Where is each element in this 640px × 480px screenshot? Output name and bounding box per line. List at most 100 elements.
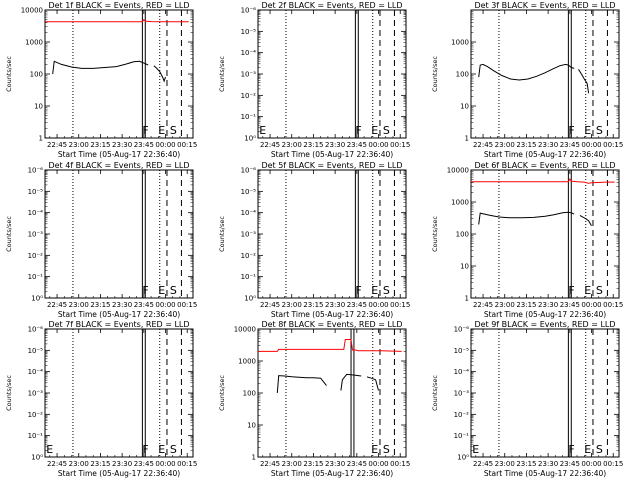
y-tick-label: 10⁰	[31, 454, 43, 462]
x-tick-label: 23:15	[90, 141, 110, 149]
x-tick-label: 23:15	[303, 301, 323, 309]
series-events-line	[478, 211, 575, 225]
x-tick-label: 23:45	[347, 141, 367, 149]
y-tick-label: 1000	[238, 358, 256, 366]
x-tick-label: 23:45	[134, 141, 154, 149]
marker-letter-f: F	[355, 124, 361, 137]
x-tick-label: 23:00	[69, 460, 89, 468]
plot-frame	[257, 169, 407, 299]
panel-title: Det 8f BLACK = Events, RED = LLD	[261, 320, 402, 329]
x-tick-label: 22:45	[260, 301, 280, 309]
marker-letter-s: S	[383, 284, 390, 297]
x-tick-label: 00:00	[368, 460, 388, 468]
panel-title: Det 6f BLACK = Events, RED = LLD	[474, 161, 615, 170]
y-tick-label: 10	[460, 103, 469, 111]
x-tick-label: 23:30	[112, 460, 132, 468]
y-tick-label: 10⁻³	[241, 231, 257, 239]
series-lld-line	[45, 18, 189, 23]
y-tick-label: 10⁻⁵	[241, 28, 257, 36]
panel-title: Det 2f BLACK = Events, RED = LLD	[261, 1, 402, 10]
x-tick-label: 00:15	[390, 141, 410, 149]
x-axis-label: Start Time (05-Aug-17 22:36:40)	[484, 150, 606, 159]
y-tick-label: 10⁻⁶	[28, 326, 44, 334]
y-tick-label: 100	[30, 71, 43, 79]
x-tick-label: 23:45	[347, 460, 367, 468]
panel-title: Det 7f BLACK = Events, RED = LLD	[48, 320, 189, 329]
panel-det-3f: Det 3f BLACK = Events, RED = LLD Counts/s…	[431, 1, 623, 159]
marker-letter-s: S	[170, 124, 177, 137]
y-axis-label: Counts/sec	[431, 56, 439, 92]
x-tick-label: 23:30	[325, 141, 345, 149]
x-tick-label: 22:45	[260, 460, 280, 468]
y-tick-label: 1000	[451, 39, 469, 47]
y-tick-label: 1000	[25, 39, 43, 47]
x-tick-label: 00:00	[155, 301, 175, 309]
x-axis-label: Start Time (05-Aug-17 22:36:40)	[271, 150, 393, 159]
y-tick-label: 10⁻⁶	[28, 167, 44, 175]
marker-letter-e: E	[371, 284, 378, 297]
x-tick-label: 00:15	[603, 301, 623, 309]
x-tick-label: 23:30	[325, 301, 345, 309]
y-tick-label: 1	[252, 454, 256, 462]
x-axis-label: Start Time (05-Aug-17 22:36:40)	[484, 310, 606, 319]
x-tick-label: 00:00	[581, 460, 601, 468]
x-tick-label: 23:45	[560, 141, 580, 149]
x-tick-label: 00:00	[368, 301, 388, 309]
marker-letter-f: F	[142, 124, 148, 137]
y-tick-label: 10	[247, 422, 256, 430]
y-tick-label: 10⁰	[457, 454, 469, 462]
marker-letter-e: E	[158, 284, 165, 297]
y-tick-label: 10⁻⁶	[241, 167, 257, 175]
marker-letter-e: E	[584, 443, 591, 456]
y-axis-label: Counts/sec	[218, 216, 226, 252]
x-tick-label: 23:00	[495, 460, 515, 468]
y-tick-label: 10⁻⁵	[28, 347, 44, 355]
panel-det-9f: Det 9f BLACK = Events, RED = LLD Counts/s…	[431, 320, 623, 478]
panel-title: Det 9f BLACK = Events, RED = LLD	[474, 320, 615, 329]
series-lld-line	[258, 339, 402, 352]
x-tick-label: 23:00	[69, 141, 89, 149]
y-tick-label: 10000	[21, 7, 43, 15]
marker-letter-s: S	[170, 443, 177, 456]
marker-letter-s: S	[383, 443, 390, 456]
marker-letter-e: E	[46, 443, 53, 456]
series-events-line	[579, 214, 592, 227]
y-tick-label: 10⁻¹	[28, 273, 44, 281]
marker-letter-e: E	[584, 124, 591, 137]
marker-letter-e: E	[472, 443, 479, 456]
y-axis-label: Counts/sec	[218, 375, 226, 411]
y-tick-label: 10⁻⁴	[28, 209, 44, 217]
x-tick-label: 23:00	[282, 301, 302, 309]
marker-letter-s: S	[383, 124, 390, 137]
x-tick-label: 00:15	[177, 141, 197, 149]
y-tick-label: 100	[456, 231, 469, 239]
x-tick-label: 00:15	[390, 460, 410, 468]
marker-letter-f: F	[142, 284, 148, 297]
y-axis-label: Counts/sec	[218, 56, 226, 92]
y-tick-label: 10⁻¹	[241, 113, 257, 121]
marker-letter-s: S	[596, 443, 603, 456]
plot-frame	[470, 9, 620, 139]
y-tick-label: 10⁰	[244, 135, 256, 143]
x-tick-label: 00:15	[390, 301, 410, 309]
x-axis-label: Start Time (05-Aug-17 22:36:40)	[271, 469, 393, 478]
y-tick-label: 10⁻⁶	[454, 326, 470, 334]
y-tick-label: 10⁻¹	[28, 432, 44, 440]
panel-det-1f: Det 1f BLACK = Events, RED = LLD Counts/s…	[5, 1, 197, 159]
panel-title: Det 3f BLACK = Events, RED = LLD	[474, 1, 615, 10]
marker-letter-s: S	[170, 284, 177, 297]
y-axis-label: Counts/sec	[5, 56, 13, 92]
x-tick-label: 00:15	[603, 460, 623, 468]
x-tick-label: 23:30	[538, 301, 558, 309]
y-tick-label: 10	[34, 103, 43, 111]
panel-det-8f: Det 8f BLACK = Events, RED = LLD Counts/s…	[218, 320, 410, 478]
y-tick-label: 10⁻³	[28, 390, 44, 398]
x-tick-label: 00:00	[155, 141, 175, 149]
y-tick-label: 10000	[447, 167, 469, 175]
panel-title: Det 4f BLACK = Events, RED = LLD	[48, 161, 189, 170]
x-tick-label: 22:45	[473, 460, 493, 468]
x-tick-label: 23:15	[90, 460, 110, 468]
x-tick-label: 23:00	[495, 141, 515, 149]
x-tick-label: 00:00	[581, 141, 601, 149]
